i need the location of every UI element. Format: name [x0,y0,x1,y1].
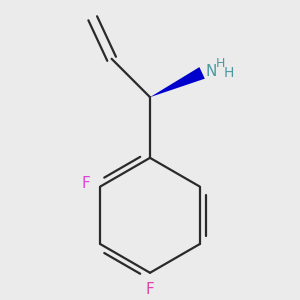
Text: F: F [146,282,154,297]
Text: H: H [224,66,234,80]
Polygon shape [150,67,205,97]
Text: F: F [82,176,91,191]
Text: N: N [206,64,217,79]
Text: H: H [215,57,225,70]
